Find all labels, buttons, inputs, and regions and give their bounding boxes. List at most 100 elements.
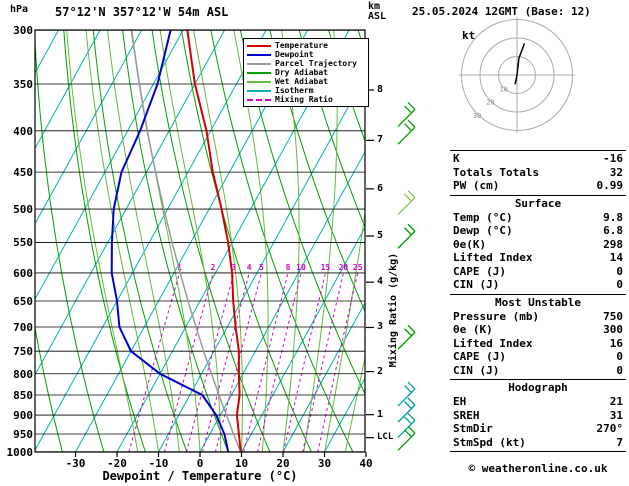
datetime-title: 25.05.2024 12GMT (Base: 12) xyxy=(412,5,591,18)
lcl-label: LCL xyxy=(377,431,394,442)
stat-value: 0 xyxy=(616,350,623,363)
wind-barb xyxy=(397,397,416,423)
wind-barb xyxy=(397,425,416,451)
km-axis-label: 7 xyxy=(377,134,384,146)
pressure-axis-label: 500 xyxy=(13,203,33,217)
stat-row: CAPE (J) 0 xyxy=(450,265,626,279)
isotherm-line xyxy=(35,30,267,452)
stat-value: 750 xyxy=(603,309,623,323)
stat-row: CIN (J) 0 xyxy=(450,278,626,292)
stat-label: Pressure (mb) xyxy=(453,309,540,323)
dry-adiabat-line xyxy=(298,30,365,229)
wind-barb xyxy=(397,381,416,407)
indices-panel: K -16 Totals Totals 32 PW (cm) 0.99 Surface Tem… xyxy=(450,150,626,452)
stat-value: 0 xyxy=(616,278,623,291)
plot-grid: 1 2 3 4 5 8 10 15 20 25 xyxy=(35,30,365,452)
pressure-axis-label: 550 xyxy=(13,236,33,250)
mixing-ratio-label: 25 xyxy=(353,263,363,272)
stat-row: Temp (°C) 9.8 xyxy=(450,211,626,225)
stat-row: Dewp (°C) 6.8 xyxy=(450,224,626,238)
wind-barb xyxy=(397,101,416,127)
stat-label: CAPE (J) xyxy=(453,350,506,363)
stat-row: Pressure (mb) 750 xyxy=(450,310,626,324)
hodograph: 10 20 30 xyxy=(459,17,575,133)
hodograph-ring-label: 30 xyxy=(473,112,481,120)
stat-label: Temp (°C) xyxy=(453,210,513,224)
mixing-ratio-axis-label: Mixing Ratio (g/kg) xyxy=(388,252,399,368)
stat-value: 21 xyxy=(609,395,623,408)
mixing-ratio-line xyxy=(185,272,235,452)
legend-swatch xyxy=(247,80,271,83)
stat-value: 298 xyxy=(603,237,623,251)
temp-axis-label: -10 xyxy=(148,457,169,470)
stat-value: 0 xyxy=(616,264,623,278)
legend-swatch xyxy=(247,98,271,101)
legend-item: Wet Adiabat xyxy=(247,77,365,86)
stat-label: EH xyxy=(453,395,467,408)
wind-barb xyxy=(397,412,416,438)
mixing-ratio-label: 8 xyxy=(286,263,291,272)
stat-label: Lifted Index xyxy=(453,336,533,350)
stat-value: 9.8 xyxy=(603,210,623,224)
stat-row: θe(K) 298 xyxy=(450,238,626,252)
stat-label: PW (cm) xyxy=(453,179,500,192)
mixing-ratio-label: 3 xyxy=(231,263,236,272)
legend-item: Mixing Ratio xyxy=(247,95,365,104)
pressure-axis-label: 850 xyxy=(13,389,33,403)
isotherm-line xyxy=(241,226,365,452)
section-header: Most Unstable xyxy=(494,295,582,309)
stat-row: K -16 xyxy=(450,152,626,166)
legend-swatch xyxy=(247,89,271,92)
hodograph-ring xyxy=(461,19,573,131)
pressure-axis-label: 300 xyxy=(13,24,33,37)
legend-label: Isotherm xyxy=(275,86,314,95)
stat-label: Dewp (°C) xyxy=(453,224,513,237)
stat-value: 14 xyxy=(609,251,623,264)
hodograph-trace xyxy=(516,43,526,76)
pressure-axis-label: 350 xyxy=(13,78,33,92)
hodograph-ring xyxy=(498,56,536,94)
isotherm-line xyxy=(282,301,365,452)
pressure-axis-label: 600 xyxy=(13,266,33,280)
stat-row: SREH 31 xyxy=(450,409,626,423)
wet-adiabat-line xyxy=(85,30,159,452)
mixing-ratio-label: 20 xyxy=(339,263,349,272)
wet-adiabat-line xyxy=(66,30,139,452)
pressure-axis-label: 700 xyxy=(13,320,33,334)
legend: Temperature Dewpoint Parcel Trajectory Dry … xyxy=(243,38,369,107)
pressure-axis-label: 1000 xyxy=(6,446,34,459)
stat-value: -16 xyxy=(603,152,623,165)
stat-row: CAPE (J) 0 xyxy=(450,350,626,364)
km-axis-label: 2 xyxy=(377,365,384,377)
legend-item: Parcel Trajectory xyxy=(247,59,365,68)
stat-row: θe (K) 300 xyxy=(450,323,626,337)
temp-axis-label: 10 xyxy=(234,457,249,470)
stat-row: PW (cm) 0.99 xyxy=(450,179,626,193)
station-title: 57°12'N 357°12'W 54m ASL xyxy=(55,5,229,19)
legend-item: Isotherm xyxy=(247,86,365,95)
stat-row: Lifted Index 14 xyxy=(450,251,626,265)
pressure-axis-label: 950 xyxy=(13,428,33,442)
legend-item: Dry Adiabat xyxy=(247,68,365,77)
stat-label: θe (K) xyxy=(453,323,493,336)
stat-label: StmSpd (kt) xyxy=(453,435,526,449)
legend-label: Parcel Trajectory xyxy=(275,59,357,68)
stat-row: CIN (J) 0 xyxy=(450,364,626,378)
legend-label: Dry Adiabat xyxy=(275,68,328,77)
mixing-ratio-label: 15 xyxy=(321,263,331,272)
stat-value: 270° xyxy=(596,422,624,435)
km-axis-label: 4 xyxy=(377,276,384,288)
temperature-trace xyxy=(186,30,242,452)
stat-row: EH 21 xyxy=(450,395,626,409)
temp-axis-label: -20 xyxy=(107,457,127,470)
km-axis-label: 3 xyxy=(377,321,384,333)
section-header: Surface xyxy=(514,196,562,210)
mixing-ratio-line xyxy=(283,272,326,452)
mixing-ratio-label: 2 xyxy=(211,263,216,272)
legend-label: Temperature xyxy=(275,41,328,50)
km-axis-label: 1 xyxy=(377,408,384,420)
panel-section-surface: Surface Temp (°C) 9.8 Dewp (°C) 6.8 θe(K) 298 L… xyxy=(450,194,626,294)
stat-label: θe(K) xyxy=(453,237,487,251)
